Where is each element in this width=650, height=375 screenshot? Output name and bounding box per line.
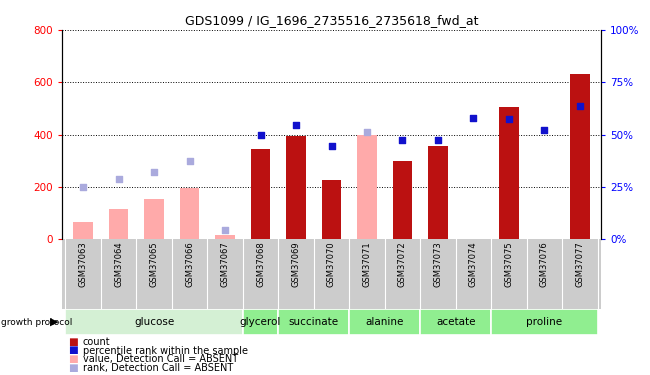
Text: GSM37066: GSM37066 — [185, 242, 194, 287]
Text: GSM37065: GSM37065 — [150, 242, 159, 287]
Text: ■: ■ — [68, 337, 78, 347]
Text: GSM37073: GSM37073 — [434, 242, 443, 287]
Point — [433, 137, 443, 143]
Text: GSM37069: GSM37069 — [291, 242, 300, 287]
Text: percentile rank within the sample: percentile rank within the sample — [83, 345, 248, 355]
Text: GSM37075: GSM37075 — [504, 242, 514, 287]
Text: acetate: acetate — [436, 317, 476, 327]
Text: GSM37071: GSM37071 — [363, 242, 372, 287]
Bar — [349, 309, 421, 335]
Text: GSM37067: GSM37067 — [220, 242, 229, 287]
Point — [540, 127, 550, 133]
Bar — [393, 161, 412, 239]
Text: succinate: succinate — [289, 317, 339, 327]
Point — [78, 184, 88, 190]
Bar — [65, 309, 242, 335]
Bar — [358, 135, 377, 239]
Title: GDS1099 / IG_1696_2735516_2735618_fwd_at: GDS1099 / IG_1696_2735516_2735618_fwd_at — [185, 15, 478, 27]
Text: GSM37076: GSM37076 — [540, 242, 549, 287]
Text: ■: ■ — [68, 354, 78, 364]
Text: ▶: ▶ — [50, 317, 58, 327]
Text: ■: ■ — [68, 363, 78, 373]
Text: GSM37072: GSM37072 — [398, 242, 407, 287]
Bar — [491, 309, 598, 335]
Text: glycerol: glycerol — [240, 317, 281, 327]
Bar — [251, 149, 270, 239]
Bar — [499, 107, 519, 239]
Bar — [428, 146, 448, 239]
Point — [504, 117, 514, 123]
Bar — [570, 75, 590, 239]
Text: GSM37077: GSM37077 — [575, 242, 584, 287]
Text: proline: proline — [526, 317, 562, 327]
Bar — [180, 188, 200, 239]
Point — [149, 169, 159, 175]
Text: glucose: glucose — [134, 317, 174, 327]
Text: value, Detection Call = ABSENT: value, Detection Call = ABSENT — [83, 354, 238, 364]
Point — [397, 137, 408, 143]
Point — [255, 132, 266, 138]
Text: GSM37074: GSM37074 — [469, 242, 478, 287]
Point — [326, 143, 337, 149]
Point — [362, 129, 372, 135]
Text: GSM37064: GSM37064 — [114, 242, 123, 287]
Bar — [144, 199, 164, 239]
Point — [291, 123, 301, 129]
Bar — [421, 309, 491, 335]
Bar — [73, 222, 93, 239]
Point — [185, 158, 195, 164]
Point — [575, 104, 585, 110]
Text: GSM37070: GSM37070 — [327, 242, 336, 287]
Point — [220, 227, 230, 233]
Bar — [215, 234, 235, 239]
Point — [468, 116, 478, 122]
Text: GSM37063: GSM37063 — [79, 242, 88, 287]
Bar — [242, 309, 278, 335]
Text: growth protocol: growth protocol — [1, 318, 72, 327]
Bar — [109, 209, 128, 239]
Text: alanine: alanine — [365, 317, 404, 327]
Bar — [278, 309, 349, 335]
Text: count: count — [83, 337, 110, 347]
Point — [113, 176, 124, 181]
Bar — [286, 136, 306, 239]
Bar — [322, 180, 341, 239]
Text: GSM37068: GSM37068 — [256, 242, 265, 287]
Text: ■: ■ — [68, 345, 78, 355]
Text: rank, Detection Call = ABSENT: rank, Detection Call = ABSENT — [83, 363, 233, 373]
